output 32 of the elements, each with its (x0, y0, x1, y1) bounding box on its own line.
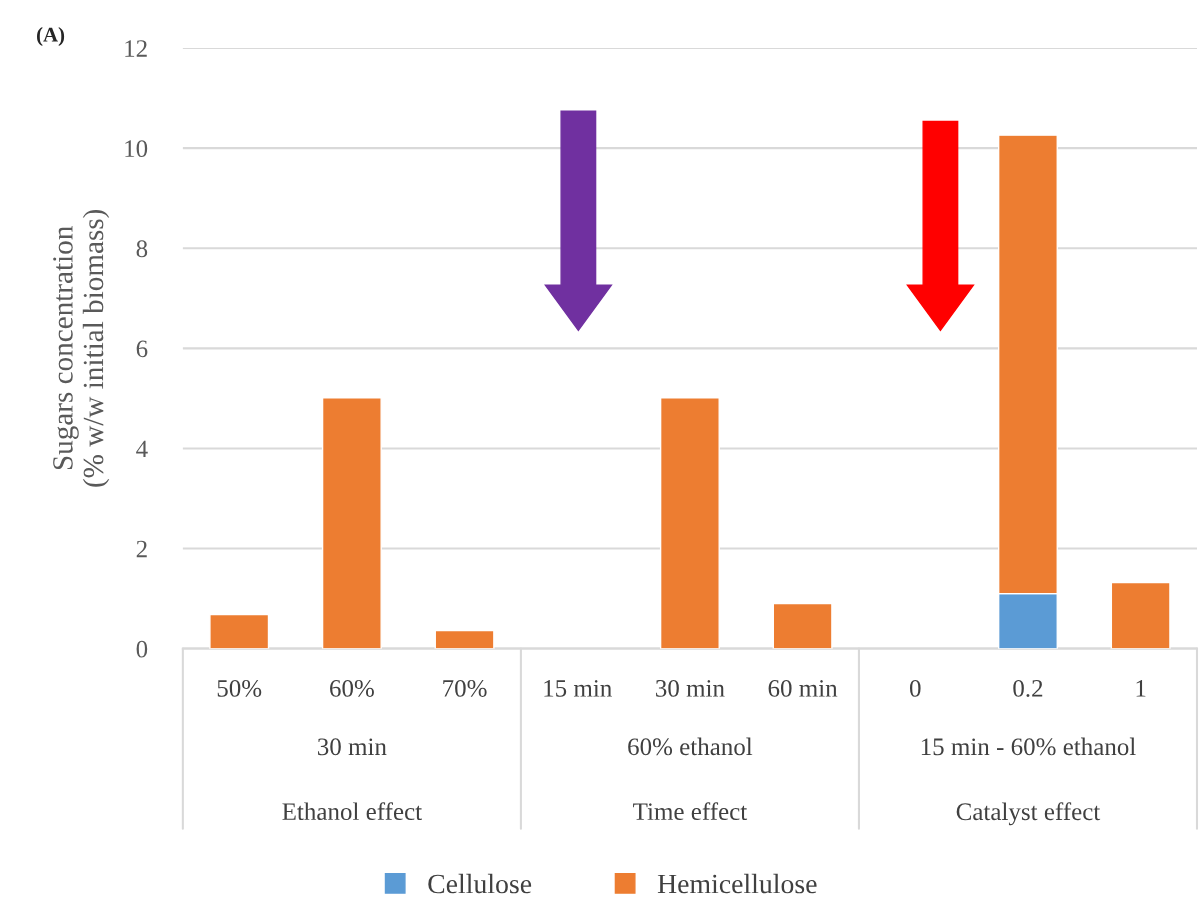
text: Ethanol effect (282, 802, 422, 821)
x-tick-label: 60% (330, 679, 374, 697)
y-tick-label: 2 (136, 540, 147, 558)
y-tick-label: 12 (125, 40, 147, 57)
bar (1110, 581, 1171, 649)
x-tick-label: 0.2 (1013, 679, 1043, 697)
legend-label: Hemicellulose (657, 873, 817, 894)
y-tick-label: 4 (136, 440, 148, 458)
bar (772, 602, 833, 649)
text: 30 min (318, 738, 387, 756)
y-tick-label: 0 (136, 640, 148, 658)
x-tick-label: 60 min (768, 679, 838, 697)
text: Time effect (633, 802, 748, 821)
bar (659, 397, 720, 649)
y-axis-title: Sugars concentration (% w/w initial biomass) (53, 209, 110, 487)
x-tick-label: 70% (443, 679, 487, 697)
x-tick-label: 30 min (656, 679, 725, 697)
bar (434, 629, 495, 649)
y-tick-label: 10 (125, 140, 148, 158)
text: 60% ethanol (628, 737, 753, 756)
x-tick-label: 50% (217, 679, 262, 697)
bar (321, 397, 382, 649)
legend-label: Cellulose (428, 873, 532, 894)
text: (A) (37, 27, 65, 47)
text: 15 min - 60% ethanol (921, 737, 1136, 756)
y-tick-label: 8 (136, 240, 148, 258)
x-tick-label: 15 min (544, 680, 612, 697)
bar (209, 613, 270, 649)
x-tick-label: 1 (1136, 680, 1146, 697)
text: Catalyst effect (956, 802, 1101, 826)
x-tick-label: 0 (909, 679, 921, 697)
y-tick-label: 6 (136, 340, 148, 358)
